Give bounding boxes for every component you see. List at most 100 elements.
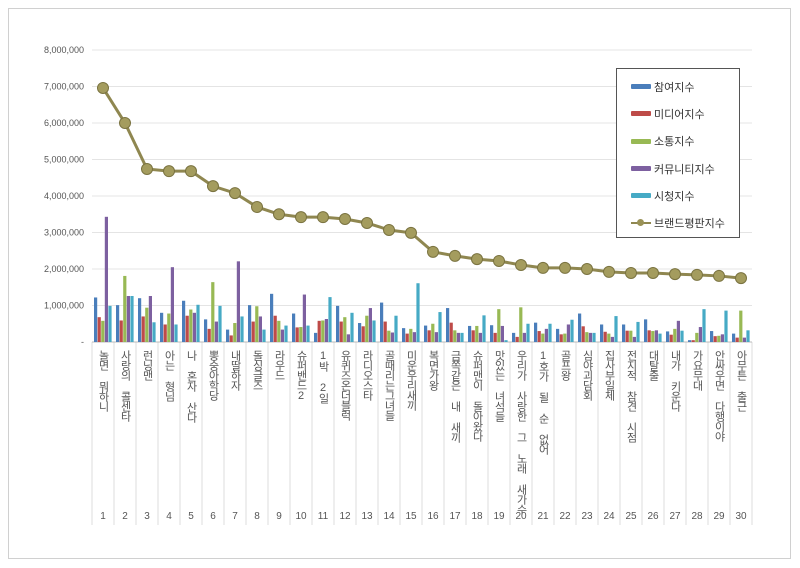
brand-reputation-point-1 [97,81,109,94]
category-label: 내딸하자 [229,350,241,390]
bar-커뮤니티지수-12 [346,334,350,342]
rank-label: 7 [232,511,238,522]
bar-시청지수-18 [482,315,486,342]
bar-참여지수-11 [314,332,318,342]
brand-reputation-point-25 [625,267,637,280]
bar-미디어지수-13 [361,326,365,342]
bar-참여지수-19 [490,325,494,342]
rank-label: 4 [166,511,172,522]
bar-미디어지수-15 [405,333,409,342]
bar-소통지수-18 [475,325,479,342]
bar-소통지수-6 [211,282,215,342]
bar-소통지수-30 [739,310,743,342]
bar-시청지수-4 [174,324,178,342]
brand-reputation-point-22 [559,261,571,274]
bar-커뮤니티지수-18 [478,332,482,342]
bar-소통지수-9 [277,320,281,342]
bar-커뮤니티지수-11 [324,319,328,342]
bar-미디어지수-17 [449,322,453,342]
bar-커뮤니티지수-4 [170,267,174,342]
category-label: 유퀴즈온더블럭 [339,350,351,420]
legend-label: 소통지수 [654,136,695,149]
bar-소통지수-16 [431,323,435,342]
bar-참여지수-12 [336,305,340,342]
bar-참여지수-15 [402,328,406,342]
bar-소통지수-25 [629,330,633,342]
bar-커뮤니티지수-1 [104,216,108,342]
bar-시청지수-28 [702,309,706,342]
y-tick-label: - [81,337,84,347]
bar-참여지수-26 [644,319,648,342]
category-label: 가요무대 [691,350,703,390]
category-label: 안싸우면 다행이야 [713,350,725,441]
bar-커뮤니티지수-13 [368,308,372,342]
brand-reputation-point-16 [427,245,439,258]
rank-label: 24 [603,511,615,522]
bar-커뮤니티지수-9 [280,329,284,342]
category-label: 미운우리새끼 [405,350,417,410]
rank-label: 30 [735,511,747,522]
bar-시청지수-2 [130,296,134,342]
brand-reputation-point-5 [185,165,197,178]
category-label: 슈퍼밴드2 [295,350,307,401]
bar-미디어지수-27 [669,334,673,342]
bar-미디어지수-5 [185,315,189,342]
rank-label: 29 [713,511,725,522]
category-label: 라디오스타 [361,350,373,400]
bar-소통지수-15 [409,328,413,342]
bar-참여지수-23 [578,313,582,342]
bar-커뮤니티지수-5 [192,312,196,342]
bar-미디어지수-7 [229,335,233,342]
legend-swatch [631,166,651,172]
bar-소통지수-28 [695,332,699,342]
bar-미디어지수-24 [603,331,607,342]
bar-미디어지수-14 [383,321,387,342]
bar-참여지수-24 [600,324,604,342]
bar-참여지수-4 [160,312,164,342]
rank-label: 26 [647,511,659,522]
bar-참여지수-13 [358,323,362,342]
bar-미디어지수-8 [251,321,255,342]
bar-시청지수-13 [372,320,376,342]
bar-참여지수-3 [138,298,142,342]
bar-참여지수-8 [248,305,252,342]
bar-커뮤니티지수-16 [434,332,438,342]
bar-커뮤니티지수-14 [390,332,394,342]
rank-label: 28 [691,511,703,522]
bar-소통지수-22 [563,333,567,342]
brand-reputation-point-27 [669,268,681,281]
category-label: 사랑의 콜센타 [119,350,131,421]
bar-소통지수-10 [299,327,303,342]
rank-label: 5 [188,511,194,522]
bar-참여지수-7 [226,329,230,342]
bar-커뮤니티지수-25 [632,336,636,342]
bar-소통지수-11 [321,320,325,342]
brand-reputation-point-28 [691,268,703,281]
brand-reputation-point-18 [471,253,483,266]
bar-시청지수-6 [218,305,222,342]
brand-reputation-point-29 [713,269,725,282]
category-label: 맛있는 녀석들 [493,350,505,421]
brand-reputation-point-26 [647,267,659,280]
bar-시청지수-23 [592,332,596,342]
bar-참여지수-9 [270,293,274,342]
rank-label: 22 [559,511,571,522]
rank-label: 14 [383,511,395,522]
bar-미디어지수-18 [471,330,475,342]
brand-reputation-point-11 [317,211,329,224]
rank-label: 25 [625,511,637,522]
rank-label: 10 [295,511,307,522]
bar-참여지수-27 [666,331,670,342]
brand-reputation-point-13 [361,217,373,230]
bar-미디어지수-29 [713,336,717,342]
bar-소통지수-24 [607,333,611,342]
bar-소통지수-3 [145,307,149,342]
bar-참여지수-10 [292,313,296,342]
brand-reputation-point-2 [119,117,131,129]
bar-미디어지수-23 [581,326,585,342]
bar-시청지수-12 [350,312,354,342]
brand-reputation-point-17 [449,249,461,262]
brand-reputation-point-8 [251,200,263,213]
brand-reputation-point-20 [515,258,527,271]
bar-미디어지수-10 [295,327,299,342]
